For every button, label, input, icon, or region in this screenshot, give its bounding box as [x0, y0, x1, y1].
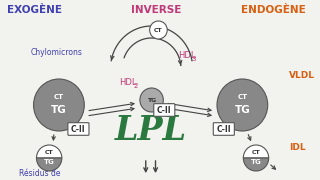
- Text: CT: CT: [154, 28, 163, 33]
- Text: CT: CT: [252, 150, 260, 156]
- Text: TG: TG: [251, 159, 261, 165]
- Circle shape: [140, 88, 163, 112]
- FancyBboxPatch shape: [154, 104, 175, 116]
- Text: HDL: HDL: [119, 78, 137, 87]
- Text: CT: CT: [237, 94, 247, 100]
- Text: C-II: C-II: [217, 125, 231, 134]
- Text: EXOGÈNE: EXOGÈNE: [7, 5, 62, 15]
- Text: Chylomicrons: Chylomicrons: [31, 48, 83, 57]
- Text: IDL: IDL: [289, 143, 306, 152]
- Text: ENDOGÈNE: ENDOGÈNE: [241, 5, 306, 15]
- Text: TG: TG: [51, 105, 67, 115]
- Wedge shape: [243, 145, 269, 158]
- Circle shape: [150, 21, 167, 39]
- Wedge shape: [36, 145, 62, 158]
- Circle shape: [217, 79, 268, 131]
- Text: Résidus de: Résidus de: [19, 168, 60, 177]
- Text: HDL: HDL: [178, 51, 196, 60]
- Text: C-II: C-II: [157, 105, 172, 114]
- Text: TG: TG: [147, 98, 156, 102]
- Circle shape: [34, 79, 84, 131]
- Text: TG: TG: [44, 159, 54, 165]
- Text: CT: CT: [54, 94, 64, 100]
- FancyBboxPatch shape: [213, 123, 234, 135]
- Text: C-II: C-II: [71, 125, 86, 134]
- Text: TG: TG: [235, 105, 250, 115]
- Text: 3: 3: [192, 56, 196, 62]
- Text: INVERSE: INVERSE: [131, 5, 182, 15]
- Text: CT: CT: [45, 150, 53, 156]
- Text: VLDL: VLDL: [289, 71, 315, 80]
- Wedge shape: [36, 158, 62, 171]
- Text: 2: 2: [133, 83, 138, 89]
- Text: LPL: LPL: [115, 114, 187, 147]
- FancyBboxPatch shape: [68, 123, 89, 135]
- Wedge shape: [243, 158, 269, 171]
